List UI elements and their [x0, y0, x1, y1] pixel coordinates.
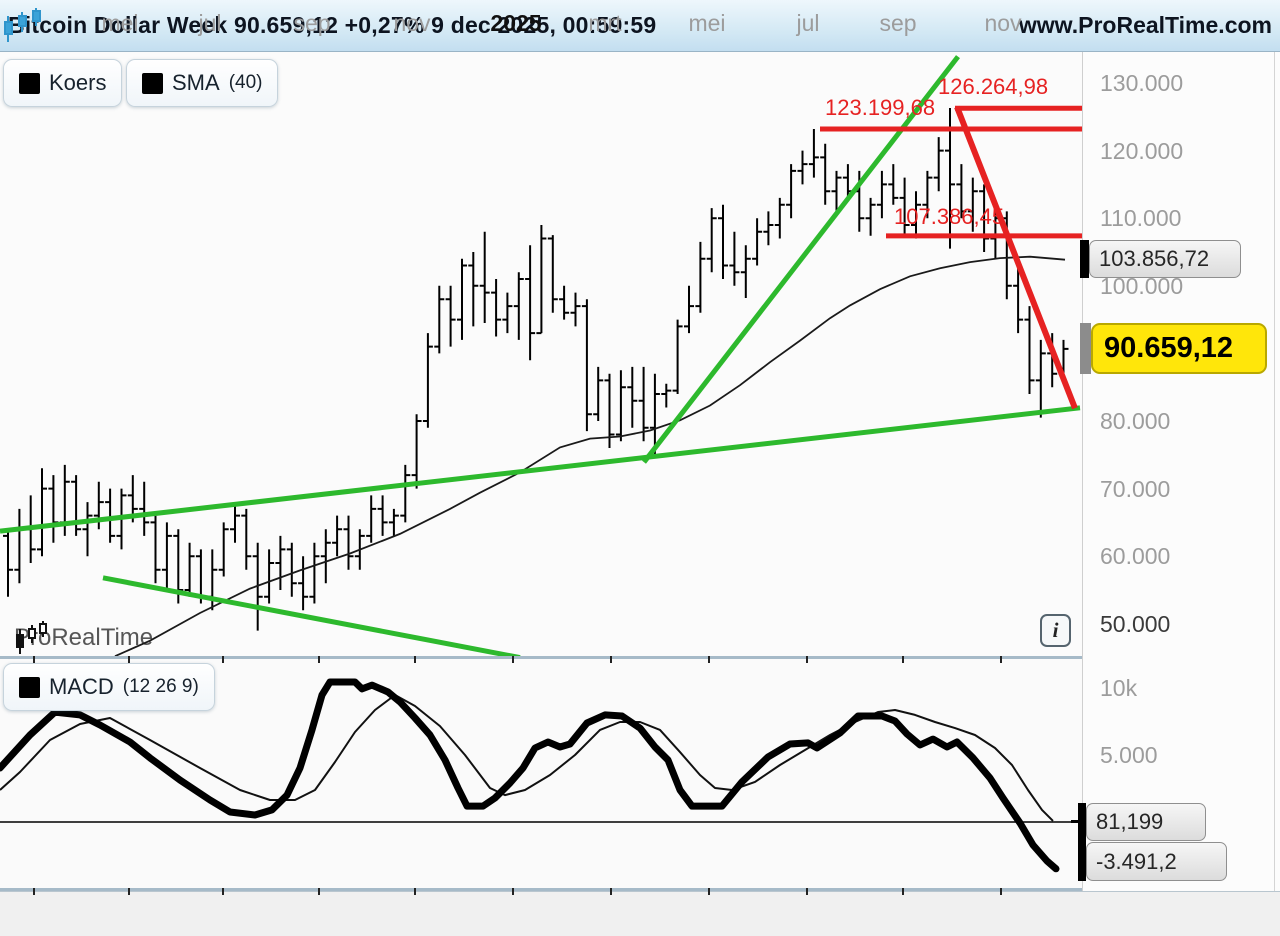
price-tick-70.000: 70.000	[1100, 476, 1171, 502]
time-label-mrt: mrt	[588, 10, 622, 36]
legend-sma-button[interactable]: SMA (40)	[126, 59, 279, 107]
month-tick	[610, 656, 612, 663]
level-label-2: 123.199,68	[825, 95, 936, 120]
sma-value-box: 103.856,72	[1089, 240, 1241, 278]
month-tick	[1000, 888, 1002, 895]
level-label-3: 107.386,45	[894, 204, 1005, 229]
green-trendline-2	[642, 55, 960, 464]
macd-axis-marker	[1078, 803, 1086, 881]
month-tick	[414, 656, 416, 663]
sma-color-swatch	[142, 72, 163, 94]
prorealtime-logo-icon	[4, 7, 41, 42]
month-tick	[128, 888, 130, 895]
month-tick	[512, 656, 514, 663]
level-label-1: 126.264,98	[938, 74, 1049, 99]
month-tick	[1000, 656, 1002, 663]
sma-axis-marker	[1080, 240, 1089, 278]
legend-macd-label: MACD	[49, 674, 114, 699]
price-tick-80.000: 80.000	[1100, 408, 1171, 434]
price-chart-canvas[interactable]	[0, 52, 1082, 656]
price-bars	[3, 108, 1069, 631]
time-label-nov: nov	[393, 10, 431, 36]
legend-sma-params: (40)	[228, 72, 263, 93]
month-tick	[708, 888, 710, 895]
koers-color-swatch	[19, 72, 40, 94]
time-label-2025: 2025	[490, 10, 542, 36]
price-axis-panel[interactable]	[1082, 52, 1280, 891]
watermark-text: ProRealTime	[14, 624, 154, 651]
macd-chart-canvas[interactable]	[0, 659, 1082, 888]
month-tick	[512, 888, 514, 895]
price-tick-100.000: 100.000	[1100, 273, 1184, 299]
chart-title: Bitcoin Dollar Week 90.659,12 +0,27% 9 d…	[8, 12, 657, 38]
price-tick-110.000: 110.000	[1100, 205, 1182, 231]
green-trendline-3	[102, 575, 521, 656]
month-tick	[33, 888, 35, 895]
site-link[interactable]: www.ProRealTime.com	[1018, 12, 1272, 38]
macd-main-line	[0, 678, 1060, 873]
time-label-jul: jul	[198, 10, 222, 36]
watermark: ProRealTime	[14, 621, 154, 654]
legend-macd-params: (12 26 9)	[122, 676, 199, 697]
last-price-box: 90.659,12	[1091, 323, 1267, 374]
month-tick	[318, 888, 320, 895]
red-trendline	[954, 105, 1078, 410]
month-tick	[222, 888, 224, 895]
month-tick	[806, 656, 808, 663]
macd-line-value-box: -3.491,2	[1086, 842, 1227, 881]
panel-divider-bottom[interactable]	[0, 888, 1082, 891]
time-axis[interactable]	[0, 891, 1280, 936]
macd-signal-line	[0, 694, 1054, 822]
macd-signal-value-box: 81,199	[1086, 803, 1206, 841]
price-tick-60.000: 60.000	[1100, 543, 1171, 569]
price-tick-120.000: 120.000	[1100, 138, 1184, 164]
time-label-mei: mei	[101, 10, 139, 36]
axis-right-edge	[1274, 52, 1275, 891]
last-price-axis-marker	[1080, 323, 1091, 374]
macd-tick-5.000: 5.000	[1100, 742, 1158, 768]
time-label-jul: jul	[796, 10, 820, 36]
legend-macd-button[interactable]: MACD (12 26 9)	[3, 663, 215, 711]
month-tick	[318, 656, 320, 663]
month-tick	[610, 888, 612, 895]
month-tick	[902, 656, 904, 663]
month-tick	[806, 888, 808, 895]
price-tick-130.000: 130.000	[1100, 70, 1184, 96]
month-tick	[128, 656, 130, 663]
sma-line	[114, 255, 1066, 656]
legend-sma-label: SMA	[172, 70, 220, 95]
time-label-sep: sep	[293, 10, 331, 36]
macd-zero-tick	[1071, 820, 1080, 823]
macd-color-swatch	[19, 676, 40, 698]
watermark-candle-icon	[16, 621, 47, 654]
macd-tick-10k: 10k	[1100, 675, 1138, 701]
title-bar: Bitcoin Dollar Week 90.659,12 +0,27% 9 d…	[0, 0, 1280, 52]
month-tick	[708, 656, 710, 663]
legend-koers-button[interactable]: Koers	[3, 59, 123, 107]
time-label-mei: mei	[688, 10, 726, 36]
month-tick	[222, 656, 224, 663]
time-label-nov: nov	[984, 10, 1022, 36]
price-plot-area[interactable]	[0, 52, 1082, 656]
info-button[interactable]: i	[1040, 614, 1071, 647]
price-tick-50.000: 50.000	[1100, 611, 1171, 637]
month-tick	[902, 888, 904, 895]
green-trendline-1	[0, 405, 1081, 534]
time-label-sep: sep	[879, 10, 917, 36]
month-tick	[33, 656, 35, 663]
legend-koers-label: Koers	[49, 70, 107, 95]
month-tick	[414, 888, 416, 895]
panel-divider-top[interactable]	[0, 656, 1082, 659]
